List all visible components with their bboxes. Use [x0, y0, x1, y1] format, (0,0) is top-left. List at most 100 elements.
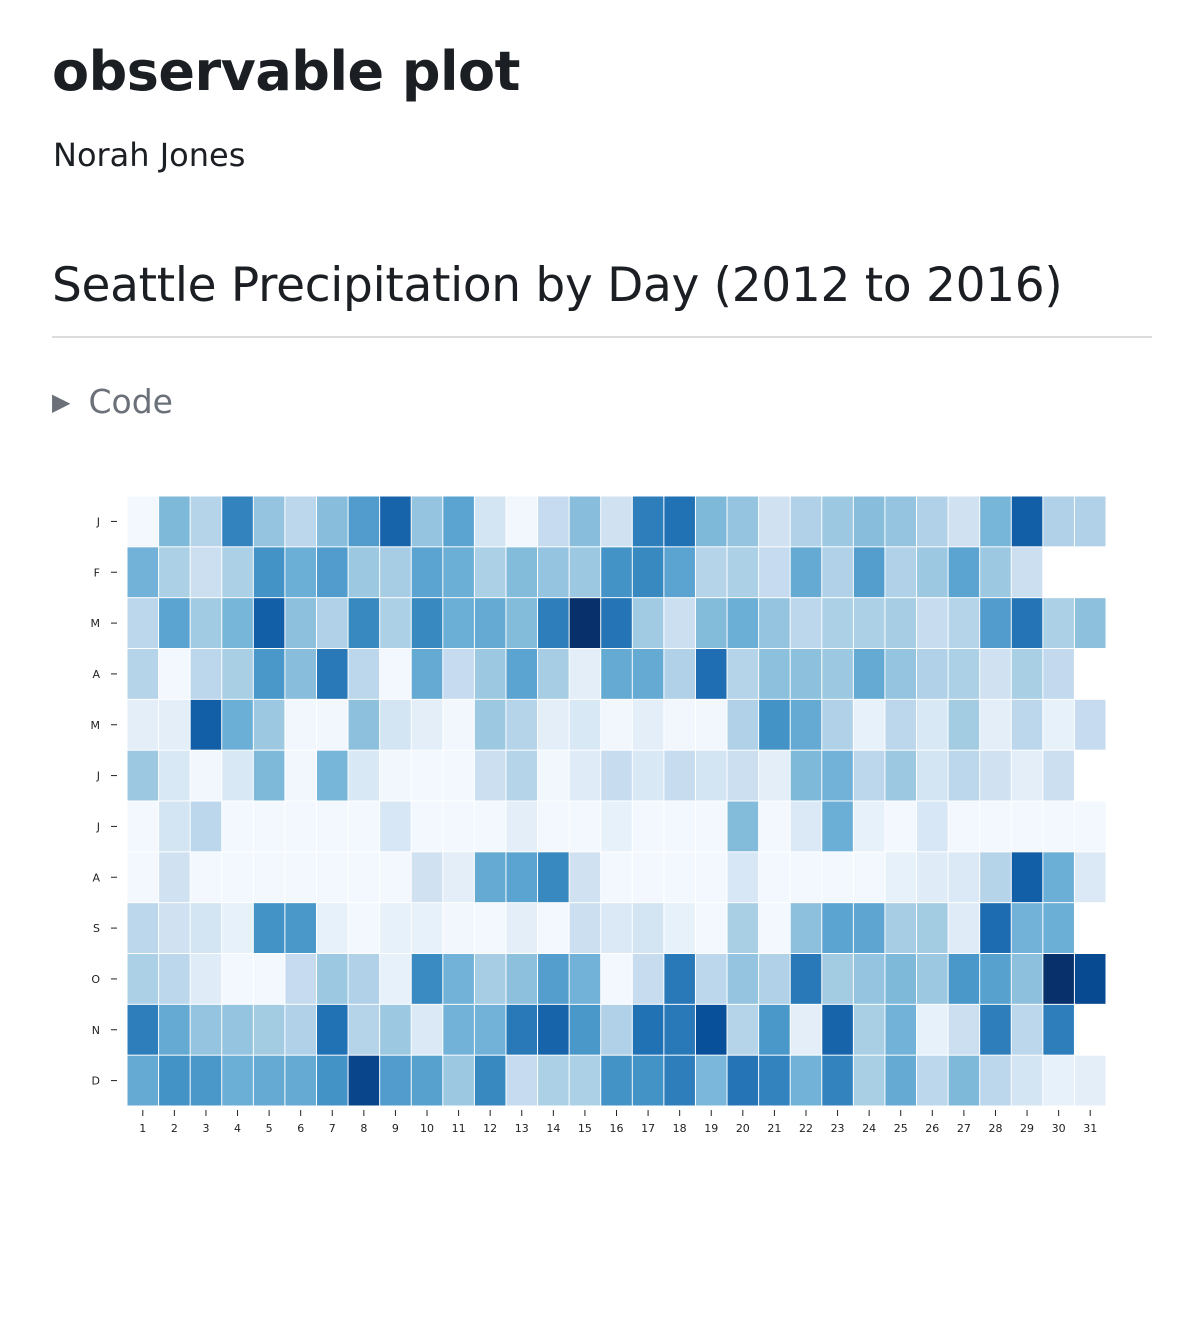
- heatmap-cell: [506, 496, 538, 547]
- heatmap-cell: [885, 852, 917, 903]
- heatmap-cell: [443, 547, 474, 598]
- heatmap-cell: [538, 598, 569, 648]
- heatmap-cell: [285, 496, 316, 547]
- heatmap-cell: [222, 699, 253, 750]
- heatmap-cell: [569, 598, 601, 648]
- heatmap-cell: [316, 1055, 348, 1106]
- heatmap-cell: [443, 801, 474, 852]
- code-toggle[interactable]: ▶ Code: [52, 382, 173, 421]
- heatmap-cell: [538, 750, 569, 801]
- heatmap-cell: [885, 1004, 917, 1055]
- heatmap-cell: [695, 547, 727, 598]
- y-tick-label: M: [91, 719, 101, 732]
- heatmap-cell: [980, 852, 1011, 903]
- heatmap-cell: [380, 954, 411, 1004]
- heatmap-cell: [316, 547, 348, 598]
- x-tick-label: 20: [736, 1122, 750, 1135]
- section-heading: Seattle Precipitation by Day (2012 to 20…: [52, 258, 1063, 313]
- x-tick-label: 14: [546, 1122, 560, 1135]
- heatmap-cell: [1011, 801, 1043, 852]
- heatmap-cell: [1043, 1055, 1074, 1106]
- heatmap-cell: [538, 699, 569, 750]
- heatmap-cell: [190, 954, 222, 1004]
- heatmap-cell: [664, 801, 695, 852]
- heatmap-cell: [759, 547, 790, 598]
- heatmap-cell: [885, 954, 917, 1004]
- heatmap-cell: [980, 598, 1011, 648]
- heatmap-cell: [474, 852, 506, 903]
- author-name: Norah Jones: [53, 136, 246, 174]
- heatmap-cell: [1011, 547, 1043, 598]
- heatmap-cell: [980, 1004, 1011, 1055]
- heatmap-cell: [885, 903, 917, 953]
- heatmap-cell: [664, 699, 695, 750]
- heatmap-cell: [443, 649, 474, 699]
- heatmap-cell: [348, 954, 380, 1004]
- heatmap-cell: [917, 699, 948, 750]
- heatmap-cell: [569, 547, 601, 598]
- heatmap-cell: [253, 1004, 285, 1055]
- y-tick-label: S: [93, 922, 100, 935]
- heatmap-cell: [285, 1004, 316, 1055]
- heatmap-cell: [948, 1055, 980, 1106]
- heatmap-cell: [253, 750, 285, 801]
- heatmap-cell: [474, 598, 506, 648]
- heatmap-cell: [506, 1004, 538, 1055]
- heatmap-cell: [159, 954, 190, 1004]
- heatmap-cell: [127, 598, 159, 648]
- heatmap-cell: [253, 496, 285, 547]
- heatmap-cell: [695, 496, 727, 547]
- heatmap-cell: [569, 649, 601, 699]
- heatmap-cell: [159, 496, 190, 547]
- heatmap-cell: [759, 801, 790, 852]
- heatmap-cell: [1043, 852, 1074, 903]
- heatmap-cell: [380, 801, 411, 852]
- heatmap-cell: [917, 954, 948, 1004]
- heatmap-cell: [569, 1055, 601, 1106]
- heatmap-cell: [253, 903, 285, 953]
- heatmap-cell: [664, 598, 695, 648]
- heatmap-cell: [1011, 750, 1043, 801]
- heatmap-cell: [222, 1004, 253, 1055]
- heatmap-cell: [285, 649, 316, 699]
- heatmap-cell: [443, 699, 474, 750]
- heatmap-cell: [538, 649, 569, 699]
- x-tick-label: 3: [202, 1122, 209, 1135]
- heatmap-cell: [790, 1004, 822, 1055]
- heatmap-cell: [380, 750, 411, 801]
- heatmap-cell: [222, 750, 253, 801]
- heatmap-cell: [316, 801, 348, 852]
- heatmap-cell: [980, 954, 1011, 1004]
- heatmap-cell: [917, 649, 948, 699]
- heatmap-cell: [664, 1055, 695, 1106]
- heatmap-cell: [443, 1055, 474, 1106]
- heatmap-cell: [443, 750, 474, 801]
- heatmap-cell: [664, 903, 695, 953]
- heatmap-cell: [1011, 1055, 1043, 1106]
- heatmap-cell: [127, 903, 159, 953]
- heatmap-cell: [948, 699, 980, 750]
- heatmap-cell: [727, 1004, 759, 1055]
- heatmap-cell: [443, 496, 474, 547]
- heatmap-cell: [506, 649, 538, 699]
- heatmap-cell: [601, 954, 632, 1004]
- heatmap-cell: [822, 649, 853, 699]
- heatmap-cell: [127, 496, 159, 547]
- heatmap-cell: [222, 1055, 253, 1106]
- heatmap-cell: [1074, 496, 1106, 547]
- heatmap-cell: [695, 852, 727, 903]
- heatmap-cell: [632, 699, 664, 750]
- heatmap-cell: [664, 649, 695, 699]
- heatmap-cell: [348, 1004, 380, 1055]
- heatmap-cell: [601, 1004, 632, 1055]
- heatmap-cell: [253, 852, 285, 903]
- heatmap-cell: [632, 547, 664, 598]
- heatmap-cell: [1074, 1055, 1106, 1106]
- heatmap-cell: [632, 903, 664, 953]
- x-tick-label: 24: [862, 1122, 876, 1135]
- heatmap-cell: [316, 699, 348, 750]
- heatmap-cell: [127, 1004, 159, 1055]
- heatmap-cell: [380, 649, 411, 699]
- heatmap-cell: [601, 547, 632, 598]
- heatmap-cell: [569, 903, 601, 953]
